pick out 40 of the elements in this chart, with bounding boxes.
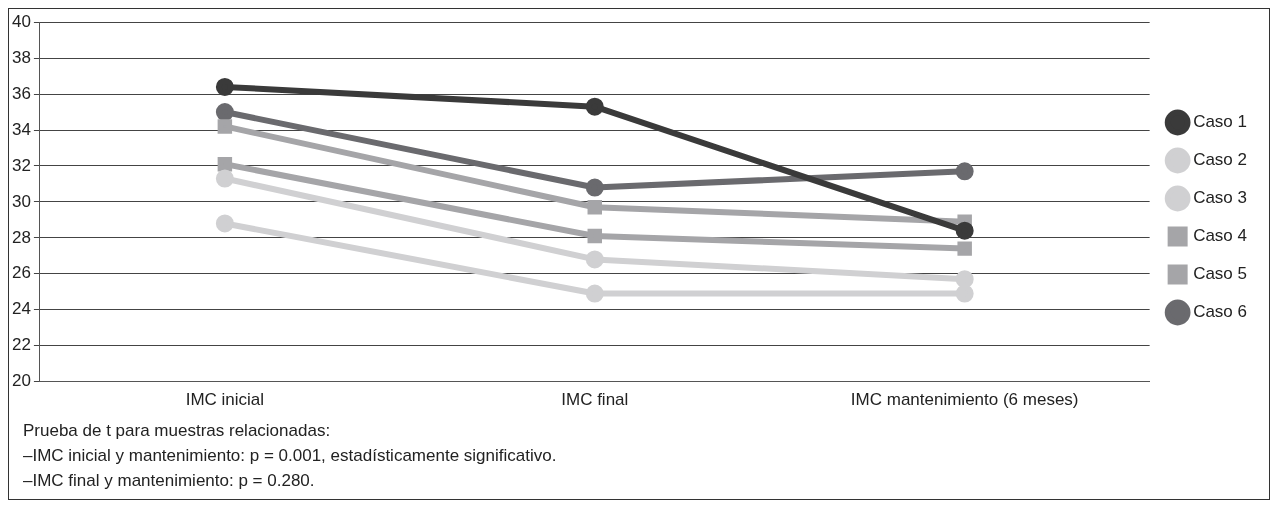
x-tick-label: IMC inicial xyxy=(185,390,265,410)
point xyxy=(955,270,974,289)
y-tick-label: 24 xyxy=(11,299,31,319)
y-tick-label: 30 xyxy=(11,191,31,211)
point xyxy=(955,221,974,240)
point xyxy=(955,162,974,181)
text: Prueba de t para muestras relacionadas: xyxy=(23,420,332,442)
point xyxy=(955,284,974,303)
y-tick-label: 34 xyxy=(11,119,31,139)
point xyxy=(585,250,604,269)
legend-label: Caso 5 xyxy=(1193,264,1248,284)
x-tick-label: IMC final xyxy=(561,390,629,410)
point xyxy=(585,284,604,303)
point xyxy=(215,169,234,188)
y-tick-label: 26 xyxy=(11,263,31,283)
y-tick-label: 36 xyxy=(11,83,31,103)
point xyxy=(957,241,972,256)
legend-label: Caso 4 xyxy=(1193,226,1248,246)
legend-label: Caso 6 xyxy=(1193,302,1248,322)
y-tick-label: 40 xyxy=(11,11,31,31)
text: –IMC inicial y mantenimiento: p = 0.001, estadísticamente significativo. xyxy=(23,445,558,467)
legend-label: Caso 1 xyxy=(1193,112,1248,132)
legend-label: Caso 3 xyxy=(1193,188,1248,208)
y-tick-label: 22 xyxy=(11,335,31,355)
legend-label: Caso 2 xyxy=(1193,150,1248,170)
point xyxy=(587,228,603,244)
text: –IMC final y mantenimiento: p = 0.280. xyxy=(23,470,316,492)
y-tick-label: 20 xyxy=(11,371,31,391)
point xyxy=(215,77,234,96)
point xyxy=(215,214,234,233)
x-tick-label: IMC mantenimiento (6 meses) xyxy=(850,390,1079,410)
y-tick-label: 32 xyxy=(11,155,31,175)
point xyxy=(215,103,234,122)
point xyxy=(587,200,603,215)
y-tick-label: 38 xyxy=(11,47,31,67)
point xyxy=(585,97,604,116)
point xyxy=(217,156,233,172)
point xyxy=(217,119,233,134)
y-tick-label: 28 xyxy=(11,227,31,247)
point xyxy=(585,178,604,197)
